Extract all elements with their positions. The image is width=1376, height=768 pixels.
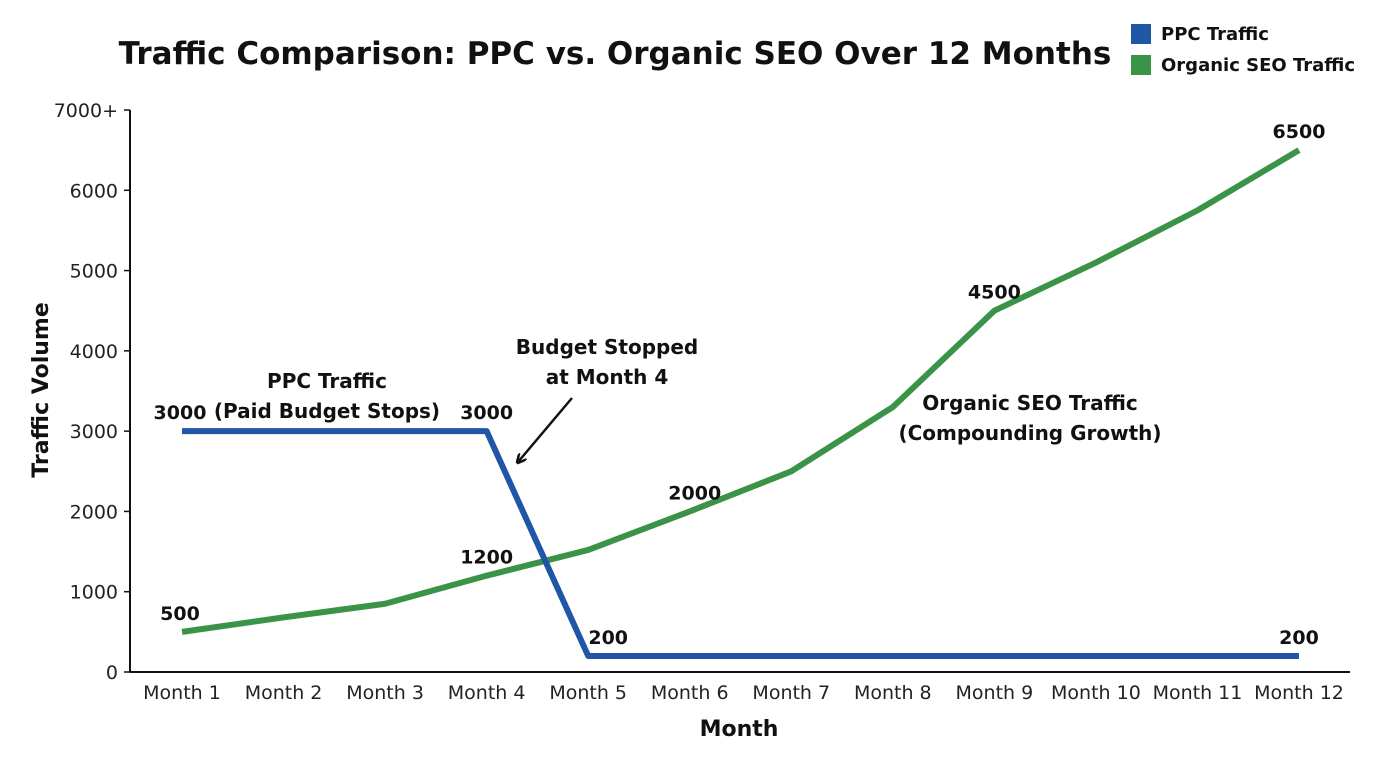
annotation-budget-stopped: Budget Stopped at Month 4 <box>516 335 698 462</box>
organic-data-label: 2000 <box>668 482 721 504</box>
svg-text:at Month 4: at Month 4 <box>546 365 669 389</box>
x-tick-label: Month 8 <box>854 682 932 704</box>
y-tick-label: 1000 <box>70 582 118 604</box>
svg-text:PPC Traffic: PPC Traffic <box>267 369 387 393</box>
legend-label: PPC Traffic <box>1161 24 1269 45</box>
annotation-organic-line-2: (Compounding Growth) <box>898 421 1161 445</box>
x-tick-label: Month 3 <box>346 682 424 704</box>
x-axis-label: Month <box>700 717 779 742</box>
annotation-organic: Organic SEO Traffic (Compounding Growth) <box>898 391 1161 445</box>
annotation-budget-line-1: Budget Stopped <box>516 335 698 359</box>
svg-text:Budget Stopped: Budget Stopped <box>516 335 698 359</box>
organic-data-label: 6500 <box>1273 121 1326 143</box>
chart-title: Traffic Comparison: PPC vs. Organic SEO … <box>119 36 1112 72</box>
ppc-traffic-line <box>182 428 1299 659</box>
x-tick-label: Month 7 <box>752 682 830 704</box>
annotation-budget-line-2: at Month 4 <box>546 365 669 389</box>
annotation-ppc-line-1: PPC Traffic <box>267 369 387 393</box>
x-axis-ticks: Month 1 Month 2 Month 3 Month 4 Month 5 Month… <box>143 682 1344 704</box>
y-axis-label: Traffic Volume <box>29 302 54 478</box>
y-tick-label: 5000 <box>70 261 118 283</box>
legend-swatch <box>1131 24 1151 44</box>
y-tick-label: 4000 <box>70 341 118 363</box>
ppc-data-label: 200 <box>1279 627 1319 649</box>
organic-data-label: 4500 <box>968 282 1021 304</box>
annotation-arrow <box>518 397 573 462</box>
svg-text:(Compounding Growth): (Compounding Growth) <box>898 421 1161 445</box>
legend: PPC Traffic Organic SEO Traffic <box>1131 24 1355 76</box>
x-tick-label: Month 2 <box>245 682 323 704</box>
x-tick-label: Month 1 <box>143 682 221 704</box>
x-tick-label: Month 5 <box>549 682 627 704</box>
organic-data-label: 1200 <box>460 547 513 569</box>
ppc-data-label: 3000 <box>460 402 513 424</box>
y-tick-label: 6000 <box>70 180 118 202</box>
y-tick-label: 3000 <box>70 421 118 443</box>
y-tick-label: 0 <box>106 662 118 684</box>
svg-text:Organic SEO Traffic: Organic SEO Traffic <box>922 391 1138 415</box>
x-tick-label: Month 11 <box>1153 682 1243 704</box>
y-tick-label: 7000+ <box>54 100 118 122</box>
annotation-ppc-line-2: (Paid Budget Stops) <box>214 399 440 423</box>
x-tick-label: Month 4 <box>448 682 526 704</box>
organic-data-label: 500 <box>160 603 200 625</box>
organic-seo-traffic-line <box>181 147 1301 635</box>
point-labels: 3000 3000 200 200 500 1200 2000 4500 6500 <box>154 121 1326 649</box>
x-tick-label: Month 12 <box>1254 682 1344 704</box>
x-tick-label: Month 6 <box>651 682 729 704</box>
legend-swatch <box>1131 55 1151 75</box>
ppc-data-label: 200 <box>588 627 628 649</box>
y-tick-label: 2000 <box>70 501 118 523</box>
annotation-ppc: PPC Traffic (Paid Budget Stops) <box>214 369 440 423</box>
x-tick-label: Month 9 <box>956 682 1034 704</box>
axes <box>129 110 1350 673</box>
annotation-organic-line-1: Organic SEO Traffic <box>922 391 1138 415</box>
series-lines <box>181 147 1301 659</box>
svg-text:(Paid Budget Stops): (Paid Budget Stops) <box>214 399 440 423</box>
y-axis-ticks: 0 1000 2000 3000 4000 5000 6000 7000+ <box>54 100 130 684</box>
x-tick-label: Month 10 <box>1051 682 1141 704</box>
legend-label: Organic SEO Traffic <box>1161 55 1355 76</box>
ppc-data-label: 3000 <box>154 402 207 424</box>
